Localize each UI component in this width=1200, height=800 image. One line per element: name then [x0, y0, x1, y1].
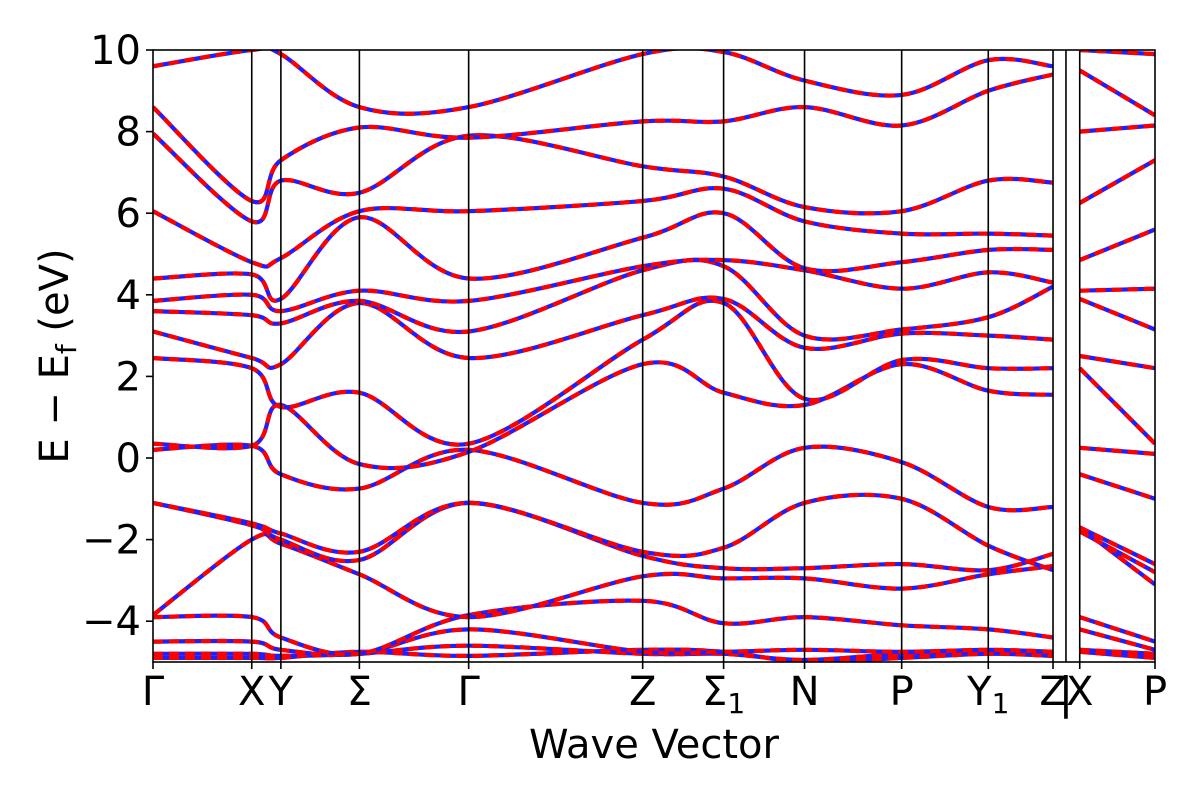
y-axis-title-main: E − E: [32, 354, 78, 464]
y-axis: −4 −2 0 2 4 6 8 10: [82, 28, 153, 645]
plot-area: [152, 49, 1156, 663]
x-tick-label: Z: [629, 669, 656, 715]
x-tick-label: Y: [268, 669, 294, 715]
x-tick-label: P: [1143, 669, 1167, 715]
band-line-red: [153, 643, 1155, 662]
y-tick-label: 8: [116, 110, 141, 156]
y-axis-title: E − Ef (eV): [32, 248, 83, 463]
x-tick-label: Σ: [347, 669, 372, 715]
x-axis: Γ X Y Σ Γ Z Σ1 N P Y1 Z X P|: [142, 662, 1167, 720]
y-tick-label: 2: [116, 354, 141, 400]
x-axis-title: Wave Vector: [529, 722, 780, 768]
band-line-red: [153, 257, 1155, 314]
band-line-red: [153, 158, 1155, 269]
x-tick-label: Γ: [458, 669, 481, 715]
band-line-red: [153, 295, 1155, 371]
band-line-red: [153, 598, 1155, 657]
band-line-red: [153, 257, 1155, 342]
x-tick-label: X: [238, 669, 265, 715]
band-line-red: [153, 68, 1155, 205]
y-tick-label: 10: [90, 28, 141, 74]
y-tick-label: −4: [82, 599, 141, 645]
band-line-red: [153, 627, 1155, 657]
y-tick-label: 6: [116, 191, 141, 237]
y-tick-label: 4: [116, 273, 141, 319]
x-tick-label: N: [790, 669, 820, 715]
band-line-red: [153, 500, 1155, 575]
x-tick-label: Σ1: [702, 669, 745, 720]
band-line-red: [153, 442, 1155, 513]
y-tick-label: −2: [82, 518, 141, 564]
band-line-red: [153, 492, 1155, 573]
high-symmetry-lines: [250, 50, 1081, 662]
band-lines: [153, 50, 1155, 662]
x-tick-label: Γ: [142, 669, 165, 715]
x-tick-label: X: [1066, 669, 1093, 715]
x-tick-label: Y1: [966, 669, 1009, 720]
band-line-red: [153, 298, 1155, 447]
plot-frame: [152, 49, 1156, 663]
x-tick-label: Z: [1039, 669, 1066, 715]
x-tick-label: P: [890, 669, 914, 715]
y-axis-title-subscript: f: [50, 343, 83, 354]
band-line-red: [153, 123, 1155, 225]
band-line-red: [153, 360, 1155, 471]
path-break-label: |: [1059, 668, 1074, 719]
y-tick-label: 0: [116, 436, 141, 482]
band-line-red: [153, 210, 1155, 303]
y-axis-title-unit: (eV): [32, 248, 78, 344]
